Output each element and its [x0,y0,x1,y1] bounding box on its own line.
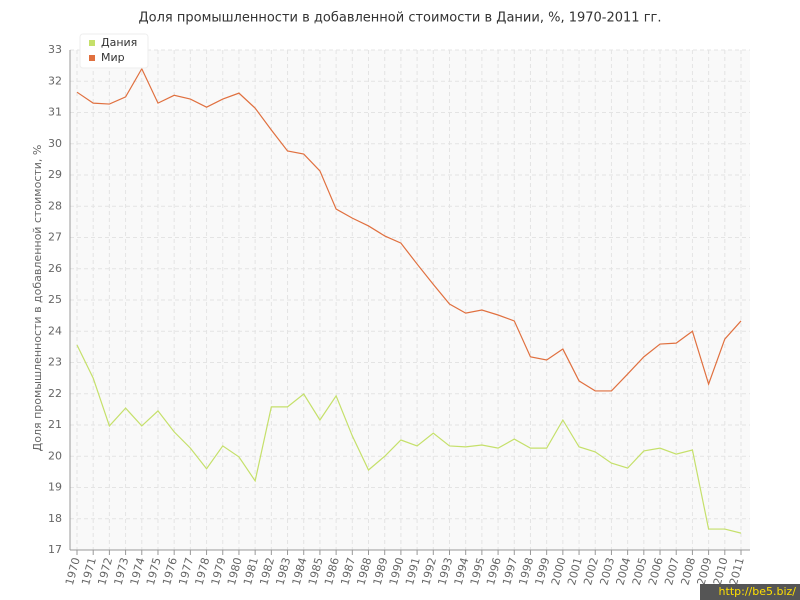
y-tick-label: 25 [48,293,62,306]
chart-title: Доля промышленности в добавленной стоимо… [139,11,662,26]
y-tick-label: 27 [48,231,62,244]
legend-box [79,33,149,69]
line [76,344,742,534]
y-tick-label: 24 [48,324,62,337]
y-tick-label: 33 [48,43,62,56]
y-tick-label: 30 [48,137,62,150]
y-tick-label: 21 [48,418,62,431]
y-tick-label: 17 [48,543,62,556]
legend-label: Дания [101,36,137,49]
legend-swatch [89,55,95,61]
y-tick-label: 23 [48,356,62,369]
watermark: http://be5.biz/ [719,585,797,598]
y-tick-label: 29 [48,168,62,181]
y-axis-label: Доля промышленности в добавленной стоимо… [31,145,44,452]
y-tick-label: 32 [48,74,62,87]
y-tick-label: 28 [48,199,62,212]
legend-swatch [89,40,95,46]
y-tick-label: 19 [48,481,62,494]
y-tick-label: 22 [48,387,62,400]
legend-label: Мир [101,51,125,64]
y-tick-label: 26 [48,262,62,275]
line [76,67,742,392]
watermark-bg [700,584,800,600]
y-tick-label: 20 [48,449,62,462]
y-tick-label: 31 [48,106,62,119]
y-tick-label: 18 [48,512,62,525]
